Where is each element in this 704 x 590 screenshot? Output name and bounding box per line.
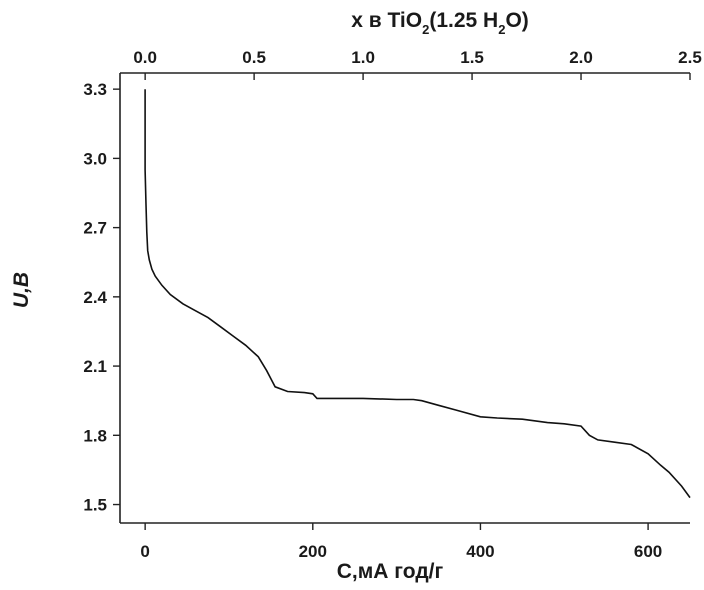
top-x-axis-title-subscript-1: 2 (422, 22, 429, 37)
x-tick-label: 200 (299, 542, 327, 561)
x-tick-label: 0 (140, 542, 149, 561)
top-x-tick-label: 2.0 (569, 48, 593, 67)
y-tick-label: 2.7 (83, 219, 107, 238)
axes (119, 72, 690, 524)
y-ticks: 1.5 1.8 2.1 2.4 2.7 3.0 3.3 (83, 80, 120, 515)
x-tick-label: 400 (466, 542, 494, 561)
y-tick-label: 3.3 (83, 80, 107, 99)
x-ticks: 0 200 400 600 (140, 523, 662, 561)
x-tick-label: 600 (634, 542, 662, 561)
y-axis-title: U,B (10, 272, 33, 308)
top-x-axis-title-part-3: O) (505, 9, 528, 32)
top-x-axis-title-part-2: (1.25 H (429, 9, 498, 32)
top-x-axis-title-subscript-2: 2 (498, 22, 505, 37)
top-x-tick-label: 1.5 (460, 48, 484, 67)
top-x-axis-title-part-1: x в TiO (351, 9, 422, 32)
top-x-axis-title: x в TiO2(1.25 H2O) (351, 9, 529, 37)
y-tick-label: 1.5 (83, 496, 107, 515)
top-x-tick-label: 0.5 (242, 48, 266, 67)
top-x-tick-label: 1.0 (351, 48, 375, 67)
top-x-tick-label: 0.0 (133, 48, 157, 67)
y-tick-label: 2.1 (83, 357, 107, 376)
y-tick-label: 1.8 (83, 426, 107, 445)
y-tick-label: 3.0 (83, 149, 107, 168)
y-tick-label: 2.4 (83, 288, 107, 307)
series-line-voltage (144, 89, 691, 499)
top-x-ticks: 0.0 0.5 1.0 1.5 2.0 2.5 (133, 48, 702, 80)
x-axis-title: C,мА год/г (337, 560, 444, 583)
top-x-tick-label: 2.5 (678, 48, 702, 67)
